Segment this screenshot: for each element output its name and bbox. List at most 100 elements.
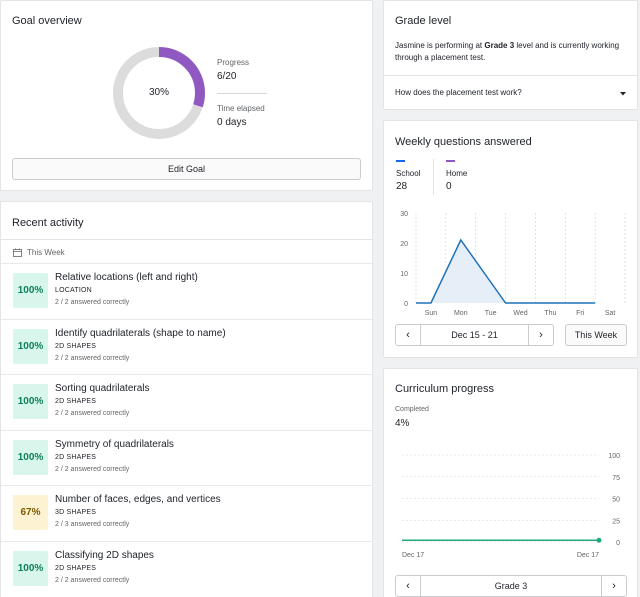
goal-stats-divider [217,93,267,94]
grade-desc-before: Jasmine is performing at [395,41,485,50]
placement-faq-toggle[interactable]: How does the placement test work? [384,76,637,109]
activity-percent-badge: 100% [13,273,48,308]
x-tick-label: Fri [576,310,585,317]
goal-progress-ring [113,47,205,139]
this-week-button[interactable]: This Week [565,324,627,346]
completed-value: 4% [395,418,410,429]
activity-category: 2D SHAPES [55,564,97,572]
school-value: 28 [396,181,408,192]
activity-row[interactable]: 100% Sorting quadrilaterals 2D SHAPES 2 / 2… [1,374,372,430]
activity-title: Symmetry of quadrilaterals [55,438,174,450]
activity-title: Sorting quadrilaterals [55,383,150,394]
progress-value: 6/20 [217,71,237,82]
placement-faq-label: How does the placement test work? [395,88,522,97]
activity-percent-badge: 67% [13,495,48,530]
activity-row[interactable]: 67% Number of faces, edges, and vertices 3… [1,485,372,541]
x-tick-label: Wed [513,310,527,317]
y-tick-label: 75 [612,475,620,482]
y-tick-label: 0 [404,301,408,308]
x-tick-label: Thu [544,310,556,317]
goal-overview-title: Goal overview [12,15,82,27]
completed-label: Completed [395,406,429,413]
activity-score: 2 / 3 answered correctly [55,521,130,528]
week-label: This Week [27,248,65,257]
weekly-questions-title: Weekly questions answered [395,136,532,148]
activity-percent-badge: 100% [13,328,48,364]
prev-week-button[interactable]: ‹ [406,329,410,341]
y-tick-label: 0 [616,540,620,547]
goal-percent: 30% [148,87,169,98]
recent-activity-card: Recent activity This Week 100% Relative l… [0,201,373,597]
calendar-icon [13,248,22,257]
legend-divider [433,159,434,195]
school-series-line [416,238,596,304]
x-tick-label: Sun [425,310,438,317]
curriculum-progress-title: Curriculum progress [395,383,495,395]
recent-activity-title: Recent activity [12,217,84,229]
activity-title: Relative locations (left and right) [55,272,198,283]
home-legend-swatch [446,160,455,162]
week-date-range: Dec 15 - 21 [420,325,529,345]
y-tick-label: 25 [612,518,620,525]
school-label: School [396,169,421,178]
activity-category: 2D SHAPES [55,342,97,350]
activity-score: 2 / 2 answered correctly [55,576,130,584]
recent-activity-divider [1,239,372,240]
time-elapsed-label: Time elapsed [217,104,265,113]
prev-grade-button[interactable]: ‹ [406,580,410,592]
weekly-questions-card: Weekly questions answered School 28 Home… [383,120,638,358]
ring-fill [113,47,205,139]
school-legend-swatch [396,160,405,162]
x-start-label: Dec 17 [402,552,424,559]
grade-level-card: Grade level Jasmine is performing at Gra… [383,0,638,110]
activity-score: 2 / 2 answered correctly [55,299,130,306]
grade-level-divider [384,75,637,76]
activity-percent-badge: 100% [13,384,48,419]
activity-row[interactable]: 100% Classifying 2D shapes 2D SHAPES 2 / 2 … [1,540,372,597]
curriculum-progress-chart: 100 75 50 25 0 Dec 17 Dec 17 [402,453,620,559]
goal-overview-card: Goal overview 30% Progress 6/20 Time ela… [0,0,373,191]
next-week-button[interactable]: › [539,329,543,341]
activity-row[interactable]: 100% Relative locations (left and right) L… [1,263,372,319]
y-tick-label: 50 [612,497,620,504]
caret-down-icon [620,92,626,96]
curriculum-progress-card: Curriculum progress Completed 4% 100 75 50… [383,368,638,597]
activity-percent-badge: 100% [13,550,48,586]
home-label: Home [446,169,468,178]
activity-percent-badge: 100% [13,439,48,475]
grade-pager-label: Grade 3 [420,576,602,596]
weekly-questions-chart: 30 20 10 0 Sun Mon Tue Wed Thu Fri Sat [400,211,626,317]
x-tick-label: Mon [454,310,468,317]
y-tick-label: 100 [608,453,620,460]
activity-score: 2 / 2 answered correctly [55,465,130,473]
grade-description: Jasmine is performing at Grade 3 level a… [395,40,627,64]
activity-row[interactable]: 100% Symmetry of quadrilaterals 2D SHAPES 2… [1,429,372,486]
y-tick-label: 30 [400,211,408,218]
progress-point [596,537,602,543]
edit-goal-button[interactable]: Edit Goal [12,158,361,180]
activity-title: Identify quadrilaterals (shape to name) [55,327,226,339]
activity-score: 2 / 2 answered correctly [55,354,130,362]
activity-category: 2D SHAPES [55,453,97,461]
next-grade-button[interactable]: › [612,580,616,592]
activity-row[interactable]: 100% Identify quadrilaterals (shape to na… [1,318,372,375]
time-elapsed-value: 0 days [217,117,247,128]
grade-level-title: Grade level [395,15,452,27]
activity-category: 3D SHAPES [55,509,97,516]
week-pager: ‹ Dec 15 - 21 › [395,324,554,346]
grade-desc-bold: Grade 3 [484,41,515,50]
x-tick-label: Tue [485,310,497,317]
activity-score: 2 / 2 answered correctly [55,410,130,417]
school-series-area [416,240,596,303]
grade-desc-after: level and is currently working through a… [395,41,620,62]
activity-category: 2D SHAPES [55,398,97,405]
progress-label: Progress [217,58,250,67]
home-value: 0 [446,181,452,192]
x-end-label: Dec 17 [577,552,599,559]
grade-pager: ‹ Grade 3 › [395,575,627,597]
activity-title: Classifying 2D shapes [55,549,154,561]
y-tick-label: 10 [400,271,408,278]
y-tick-label: 20 [400,241,408,248]
activity-category: LOCATION [55,287,92,294]
x-tick-label: Sat [605,310,616,317]
